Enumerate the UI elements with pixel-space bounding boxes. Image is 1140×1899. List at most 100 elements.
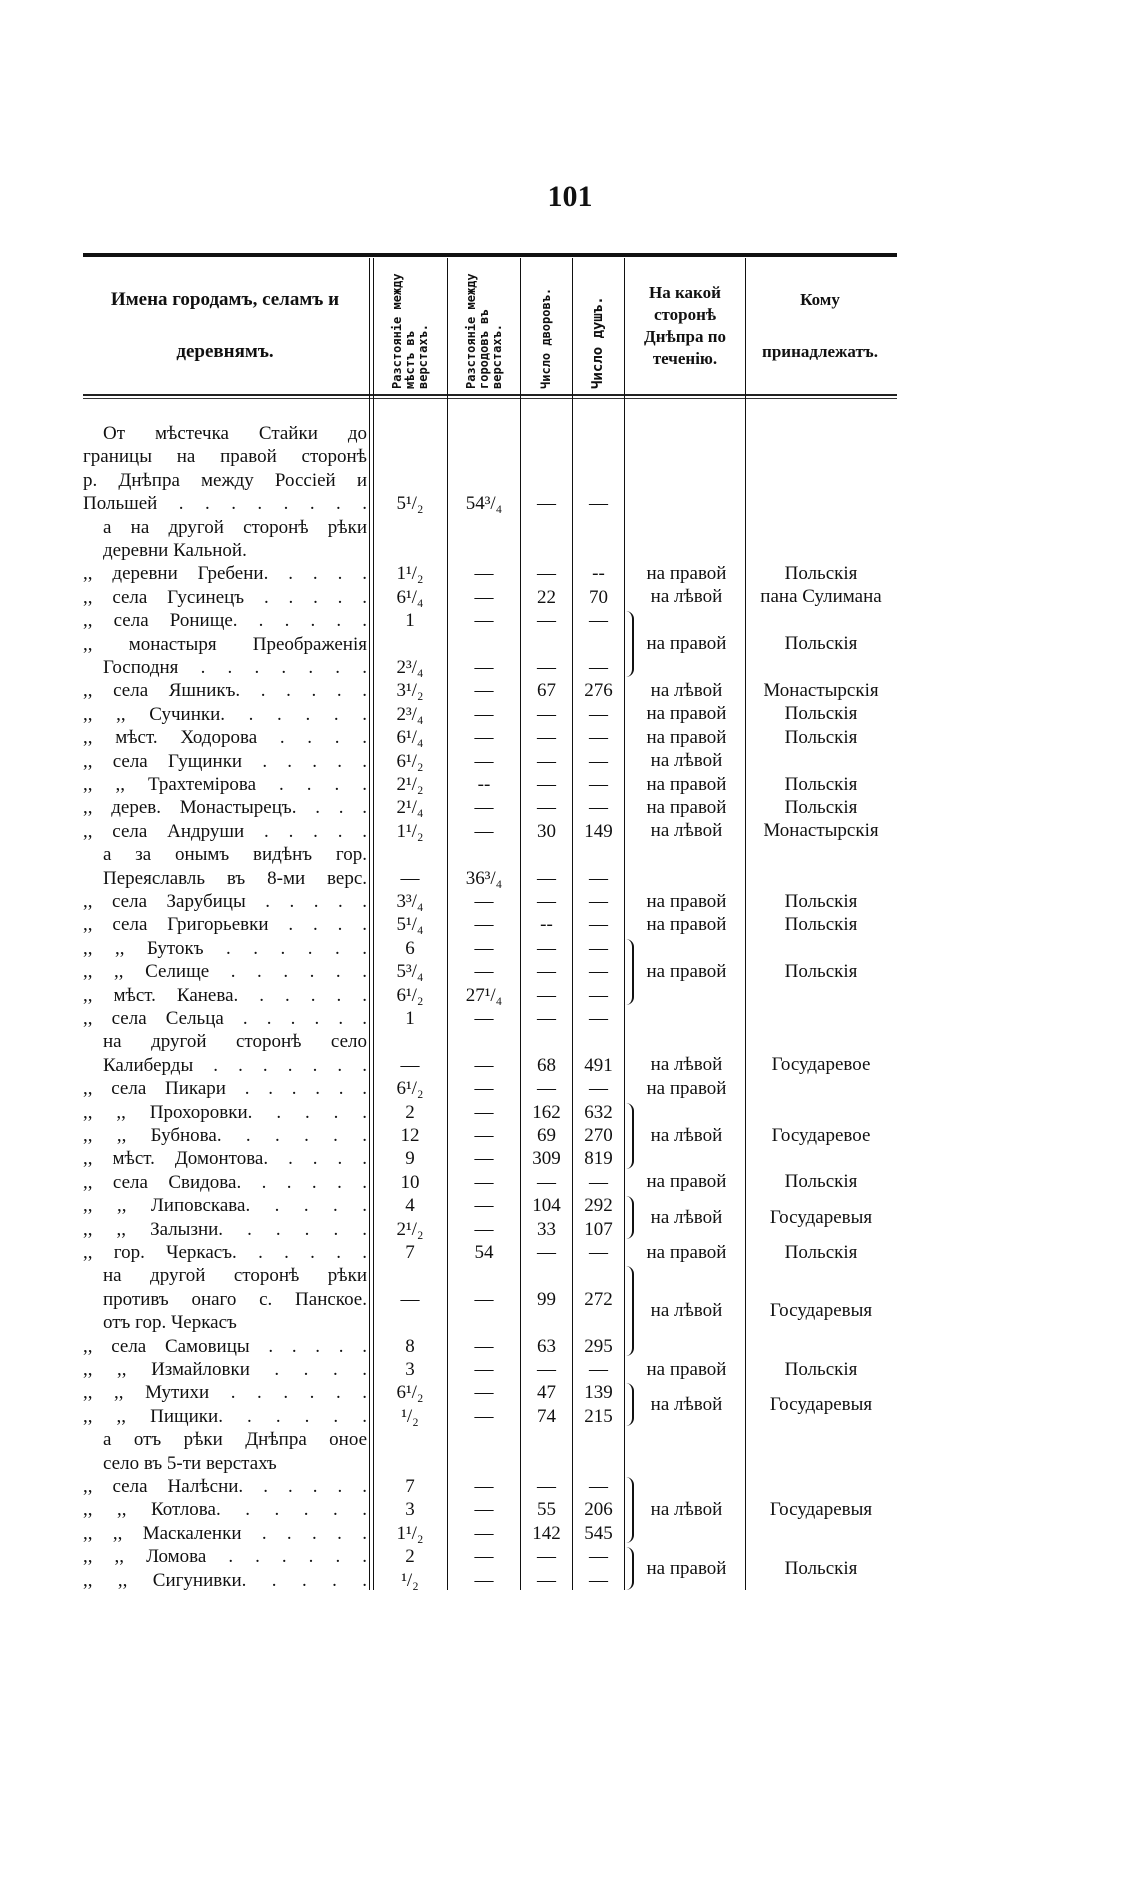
top-rule — [83, 253, 897, 257]
cell-d2: — — [474, 1359, 494, 1380]
cell-h: -- — [540, 914, 553, 936]
cell-h: — — [537, 1359, 556, 1380]
header-dist-places: Разстояніе между мѣстъ въ верстахъ. — [389, 272, 430, 389]
cell-u: — — [589, 657, 608, 678]
place-name: границы на правой сторонѣ — [83, 446, 367, 468]
place-name: ,, ,, Прохоровки. . . . . — [83, 1101, 367, 1123]
column-divider — [745, 258, 746, 1590]
cell-d2: — — [474, 1125, 494, 1146]
bank-side: на правой — [646, 1241, 727, 1263]
cell-d1: 5¹/₄ — [396, 914, 424, 936]
cell-u: — — [589, 750, 608, 772]
cell-d1: 7 — [405, 1242, 415, 1263]
cell-d2: — — [474, 914, 494, 936]
place-name: на другой сторонѣ рѣки — [103, 1265, 367, 1287]
cell-h: — — [537, 563, 556, 585]
cell-d1: 2³/₄ — [396, 657, 424, 678]
cell-h: — — [537, 797, 556, 819]
cell-d1: 1 — [405, 610, 415, 632]
brace — [626, 1477, 634, 1544]
place-name: отъ гор. Черкасъ — [103, 1312, 237, 1334]
place-name: а на другой сторонѣ рѣки — [103, 516, 367, 538]
place-name: ,, ,, Трахтемірова . . . . — [83, 774, 367, 795]
cell-d1: 8 — [405, 1335, 415, 1357]
cell-d2: — — [474, 586, 494, 608]
cell-u: — — [589, 727, 608, 749]
column-divider — [624, 258, 625, 1590]
cell-h: — — [537, 1008, 556, 1029]
cell-d2: — — [474, 797, 494, 819]
owner — [745, 1077, 897, 1100]
place-name: ,, ,, Маскаленки . . . . . — [83, 1522, 367, 1544]
cell-h: — — [537, 1242, 556, 1263]
cell-h: — — [537, 727, 556, 749]
cell-d1: 4 — [405, 1195, 415, 1217]
cell-h: — — [537, 703, 556, 725]
place-name: ,, села Гущинки . . . . . — [83, 750, 367, 772]
brace — [626, 1547, 634, 1590]
cell-d2: — — [474, 610, 494, 632]
brace — [626, 611, 634, 678]
place-name: ,, ,, Бутокъ . . . . . . — [83, 937, 367, 959]
place-name: ,, ,, Бубнова. . . . . . — [83, 1125, 367, 1146]
cell-d1: — — [400, 1054, 420, 1076]
header-souls: Число душъ. — [590, 295, 606, 389]
cell-d2: — — [474, 1008, 494, 1029]
brace — [626, 938, 634, 1005]
owner: Польскія — [784, 633, 858, 655]
cell-h: 30 — [537, 820, 556, 842]
place-name: на другой сторонѣ село — [103, 1031, 367, 1053]
owner: Монастырскія — [763, 820, 879, 842]
cell-d1: 2 — [405, 1546, 415, 1568]
cell-d1: 5¹/₂ — [396, 493, 424, 515]
cell-d1: 6¹/₄ — [396, 586, 424, 608]
cell-d2: — — [474, 1195, 494, 1217]
cell-d1: 1¹/₂ — [396, 563, 424, 585]
cell-h: 22 — [537, 586, 556, 608]
place-name: Калиберды . . . . . . . — [103, 1054, 367, 1076]
cell-u: — — [589, 937, 608, 959]
cell-d1: ¹/₂ — [401, 1569, 419, 1591]
place-name: Переяславль въ 8-ми верс. — [103, 867, 367, 889]
cell-d2: — — [474, 1405, 494, 1427]
cell-d2: — — [474, 1148, 494, 1170]
cell-d2: — — [474, 563, 494, 585]
cell-d2: — — [474, 1288, 494, 1310]
cell-d1: 5³/₄ — [396, 961, 424, 983]
cell-d2: — — [474, 1499, 494, 1521]
cell-u: — — [589, 1008, 608, 1029]
owner: Государевыя — [769, 1206, 873, 1228]
cell-u: — — [589, 1546, 608, 1568]
owner: Монастырскія — [763, 680, 879, 702]
bank-side: на правой — [646, 1557, 727, 1579]
place-name: ,, села Сельца . . . . . . — [83, 1008, 367, 1029]
owner: Польскія — [784, 890, 858, 912]
cell-d2: — — [474, 937, 494, 959]
owner — [745, 750, 897, 773]
bank-side: на лѣвой — [650, 1124, 723, 1146]
cell-h: — — [537, 657, 556, 678]
cell-d1: 1¹/₂ — [396, 820, 424, 842]
place-name: Польшей . . . . . . . . — [83, 493, 367, 515]
bank-side: на лѣвой — [650, 1206, 723, 1228]
cell-h: — — [537, 961, 556, 983]
cell-u: 149 — [584, 820, 613, 842]
cell-d2: — — [474, 1171, 494, 1193]
cell-h: — — [537, 984, 556, 1006]
brace — [626, 1266, 634, 1356]
place-name: ,, села Гусинецъ . . . . . — [83, 586, 367, 608]
cell-u: — — [589, 961, 608, 983]
cell-u: — — [589, 493, 608, 515]
bank-side: на правой — [646, 563, 727, 585]
cell-d1: 3 — [405, 1499, 415, 1521]
cell-h: — — [537, 750, 556, 772]
bank-side: на правой — [646, 1171, 727, 1193]
place-name: ,, ,, Измайловки . . . . — [83, 1359, 367, 1380]
cell-u: 545 — [584, 1522, 613, 1544]
owner: Польскія — [784, 960, 858, 982]
cell-h: 63 — [537, 1335, 556, 1357]
cell-d1: 2¹/₂ — [396, 1218, 424, 1240]
cell-d1: 6¹/₂ — [396, 984, 424, 1006]
owner: Государевое — [771, 1054, 871, 1076]
bank-side: на правой — [646, 1077, 727, 1099]
